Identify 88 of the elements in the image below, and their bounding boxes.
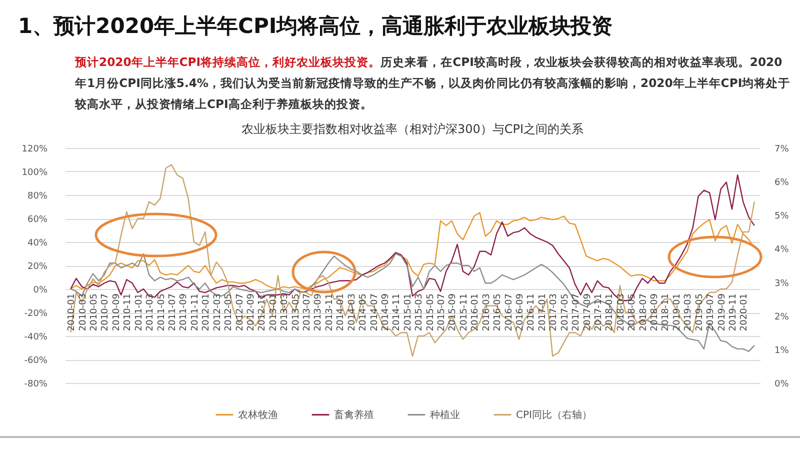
x-tick-label: 2011-09 [179, 293, 190, 332]
x-tick-label: 2010-11 [123, 294, 134, 332]
x-tick-label: 2011-05 [156, 294, 167, 332]
x-tick-label: 2012-01 [202, 294, 212, 332]
x-tick-label: 2014-07 [370, 294, 380, 332]
legend-label: 种植业 [430, 408, 460, 421]
x-tick-label: 2019-05 [694, 294, 705, 332]
x-tick-label: 2010-03 [78, 294, 88, 332]
x-tick-label: 2018-01 [605, 294, 616, 332]
x-tick-label: 2011-01 [134, 294, 144, 332]
x-tick-label: 2019-03 [684, 294, 694, 332]
x-tick-label: 2017-07 [572, 294, 582, 332]
y-tick-label: 100% [22, 168, 48, 178]
x-tick-label: 2016-07 [504, 294, 514, 332]
x-tick-label: 2018-07 [638, 294, 649, 332]
x-tick-label: 2010-05 [90, 294, 100, 332]
y2-tick-label: 6% [774, 178, 790, 188]
y2-tick-label: 3% [774, 278, 790, 289]
y2-tick-label: 1% [774, 346, 790, 356]
y-tick-label: 20% [27, 262, 48, 272]
y-tick-label: 40% [27, 238, 48, 248]
chart-title: 农业板块主要指数相对收益率（相对沪深300）与CPI之间的关系 [241, 122, 584, 136]
x-tick-label: 2019-09 [717, 293, 728, 332]
x-tick-label: 2013-09 [314, 293, 324, 332]
legend-label: 农林牧渔 [238, 408, 278, 421]
x-tick-label: 2014-03 [347, 294, 358, 332]
legend-label: CPI同比（右轴） [516, 408, 592, 421]
x-tick-label: 2017-01 [538, 294, 548, 332]
x-tick-label: 2014-05 [358, 294, 369, 332]
y2-tick-label: 7% [774, 144, 790, 154]
legend-label: 畜禽养殖 [334, 408, 374, 421]
x-tick-label: 2019-07 [706, 294, 716, 332]
x-tick-label: 2013-07 [302, 294, 313, 332]
x-tick-label: 2012-11 [258, 294, 268, 332]
line-series [70, 212, 755, 290]
x-tick-label: 2017-05 [560, 294, 570, 332]
x-tick-label: 2019-11 [728, 294, 738, 332]
x-tick-label: 2011-07 [168, 294, 178, 332]
x-tick-label: 2020-01 [740, 294, 750, 332]
x-tick-label: 2014-11 [392, 294, 402, 332]
y2-tick-label: 4% [774, 245, 790, 256]
y2-tick-label: 0% [774, 380, 790, 390]
x-tick-label: 2010-07 [100, 294, 111, 332]
x-tick-label: 2015-05 [426, 294, 436, 332]
y-tick-label: -80% [24, 380, 48, 390]
x-tick-label: 2018-03 [616, 294, 626, 332]
x-tick-label: 2016-01 [470, 294, 481, 332]
text: 预计2020年上半年CPI将持续高位，利好农业板块投资。 [75, 55, 381, 69]
y-tick-label: 0% [33, 286, 48, 296]
y2-tick-label: 2% [774, 312, 790, 322]
x-tick-label: 2011-11 [190, 294, 200, 332]
x-tick-label: 2012-03 [212, 294, 223, 332]
x-tick-label: 2013-11 [324, 294, 335, 332]
x-tick-label: 2016-11 [526, 294, 537, 332]
y-tick-label: -60% [24, 356, 48, 366]
y-tick-label: 80% [27, 192, 48, 202]
x-tick-label: 2010-09 [112, 293, 122, 332]
x-tick-label: 2019-01 [672, 294, 682, 332]
x-tick-label: 2014-09 [380, 293, 391, 332]
x-tick-label: 2014-01 [336, 294, 346, 332]
x-tick-label: 2017-11 [594, 294, 604, 332]
x-tick-label: 2013-05 [291, 294, 302, 332]
x-tick-label: 2015-09 [448, 293, 458, 332]
x-tick-label: 2012-09 [246, 293, 256, 332]
x-tick-label: 2017-03 [549, 294, 560, 332]
x-tick-label: 2015-11 [459, 294, 470, 332]
y-tick-label: -40% [24, 332, 48, 342]
x-tick-label: 2013-03 [280, 294, 290, 332]
text: 1、预计2020年上半年CPI均将高位，高通胀利于农业板块投资 [18, 13, 613, 40]
x-tick-label: 2018-05 [628, 294, 638, 332]
x-tick-label: 2012-07 [235, 294, 246, 332]
x-tick-label: 2015-01 [403, 294, 414, 332]
x-tick-label: 2010-01 [67, 294, 78, 332]
x-tick-label: 2012-05 [224, 294, 234, 332]
x-tick-label: 2016-09 [515, 293, 526, 332]
x-tick-label: 2015-07 [437, 294, 448, 332]
x-tick-label: 2016-05 [493, 294, 504, 332]
x-tick-label: 2013-01 [268, 294, 279, 332]
y-tick-label: -20% [24, 309, 48, 319]
y-tick-label: 60% [27, 215, 48, 225]
x-tick-label: 2017-09 [582, 293, 593, 332]
x-tick-label: 2018-11 [661, 294, 672, 332]
x-tick-label: 2011-03 [146, 294, 156, 332]
x-tick-label: 2018-09 [650, 293, 660, 332]
y-tick-label: 120% [22, 144, 48, 154]
x-tick-label: 2016-03 [482, 294, 492, 332]
x-tick-label: 2015-03 [414, 294, 425, 332]
y2-tick-label: 5% [774, 212, 790, 222]
